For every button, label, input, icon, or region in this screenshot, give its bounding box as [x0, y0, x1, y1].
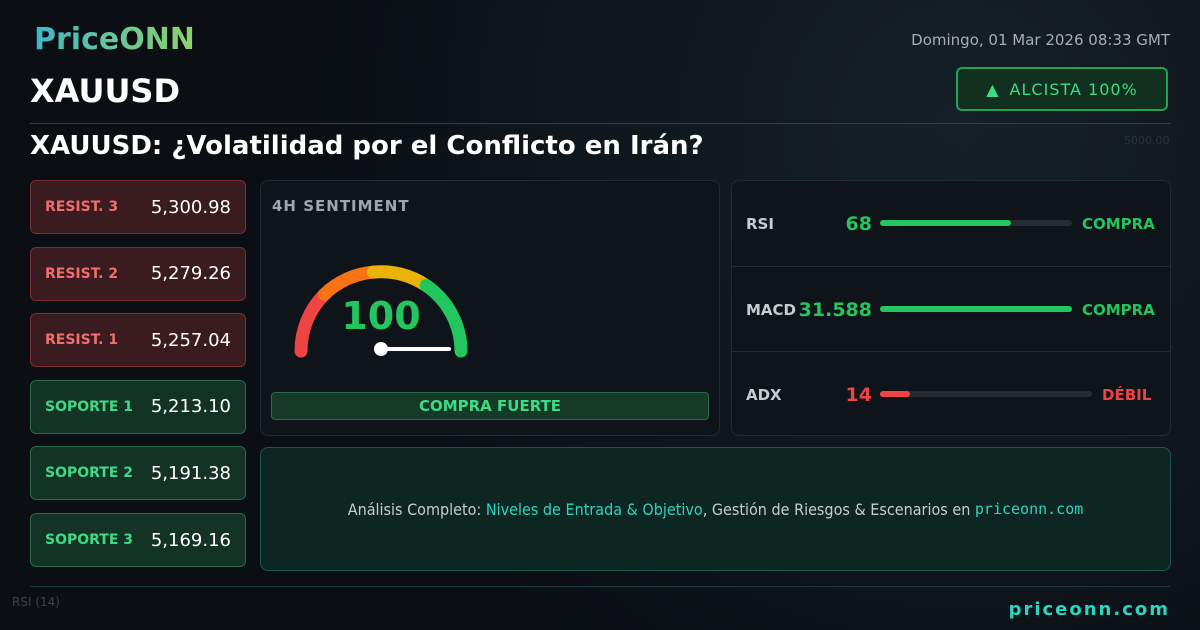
level-label: SOPORTE 2	[45, 465, 134, 482]
brand: PriceONN	[34, 22, 195, 57]
indicator-row: RSI 68 COMPRA	[732, 181, 1170, 266]
indicator-name: RSI	[746, 214, 774, 233]
verdict: COMPRA FUERTE	[271, 392, 709, 420]
level-value: 5,169.16	[150, 529, 231, 551]
indicator-signal: DÉBIL	[1102, 385, 1152, 404]
indicator-value: 31.588	[798, 298, 872, 321]
indicator-track	[880, 306, 1072, 312]
level-value: 5,191.38	[150, 462, 231, 484]
cta-rest: , Gestión de Riesgos & Escenarios en	[702, 499, 971, 519]
gauge-value: 100	[341, 294, 420, 338]
headline: XAUUSD: ¿Volatilidad por el Conflicto en…	[30, 131, 704, 161]
gauge: 100	[294, 265, 468, 358]
needle-hub	[374, 342, 388, 356]
level-box: SOPORTE 3 5,169.16	[30, 513, 246, 567]
bg-panel-label: RSI (14)	[12, 595, 60, 609]
date: Domingo, 01 Mar 2026 08:33 GMT	[911, 31, 1170, 49]
indicator-name: ADX	[746, 385, 782, 404]
level-label: RESIST. 3	[45, 199, 119, 215]
level-value: 5,257.04	[150, 329, 231, 351]
footer-site: priceonn.com	[1008, 599, 1170, 620]
level-label: SOPORTE 3	[45, 532, 134, 548]
cta-highlight: Niveles de Entrada & Objetivo	[485, 499, 703, 519]
indicator-name: MACD	[746, 300, 796, 319]
cta: Análisis Completo: Niveles de Entrada & …	[260, 447, 1171, 571]
indicator-signal: COMPRA	[1082, 214, 1155, 233]
trend-badge: ▲ ALCISTA 100%	[956, 67, 1168, 111]
indicator-row: MACD 31.588 COMPRA	[732, 266, 1170, 352]
level-box: SOPORTE 2 5,191.38	[30, 446, 246, 501]
indicator-bar	[880, 306, 1072, 312]
sentiment-panel: 4H SENTIMENT 100 COMPRA FUERTE	[260, 180, 720, 436]
bg-price-label: 5000.00	[1124, 134, 1170, 147]
level-box: RESIST. 3 5,300.98	[30, 180, 246, 234]
level-box: RESIST. 1 5,257.04	[30, 313, 246, 368]
gauge-orange	[317, 265, 380, 301]
badge-text: ALCISTA 100%	[1009, 79, 1138, 99]
bg-rsi: RSI	[12, 595, 32, 609]
indicator-row: ADX 14 DÉBIL	[732, 351, 1170, 437]
level-box: SOPORTE 1 5,213.10	[30, 379, 246, 434]
gauge-green	[419, 279, 468, 358]
indicator-signal: COMPRA	[1082, 300, 1155, 319]
cta-site: priceonn.com	[974, 500, 1084, 518]
level-value: 5,213.10	[150, 396, 231, 418]
indicator-bar	[880, 220, 1011, 226]
level-value: 5,279.26	[150, 263, 231, 285]
gauge-yellow	[366, 265, 433, 292]
indicator-track	[880, 220, 1072, 226]
indicator-value: 68	[845, 212, 872, 235]
symbol: XAUUSD	[30, 72, 181, 110]
indicator-bar	[880, 391, 910, 397]
level-label: RESIST. 1	[45, 332, 119, 349]
cta-lead: Análisis Completo:	[347, 499, 482, 519]
divider	[30, 123, 1170, 124]
indicator-track	[880, 391, 1092, 397]
indicators-panel: RSI 68 COMPRA MACD 31.588 COMPRA ADX 14 DÉBIL	[731, 180, 1171, 436]
bg-rsi-param: (14)	[35, 595, 60, 609]
indicator-value: 14	[845, 383, 872, 406]
level-box: RESIST. 2 5,279.26	[30, 246, 246, 301]
level-label: SOPORTE 1	[45, 398, 134, 415]
gauge-red	[294, 287, 331, 358]
level-label: RESIST. 2	[45, 265, 119, 282]
badge-arrow: ▲	[986, 79, 1000, 99]
sentiment-title: 4H SENTIMENT	[272, 197, 410, 215]
footer-divider	[30, 586, 1170, 587]
level-value: 5,300.98	[150, 196, 231, 218]
